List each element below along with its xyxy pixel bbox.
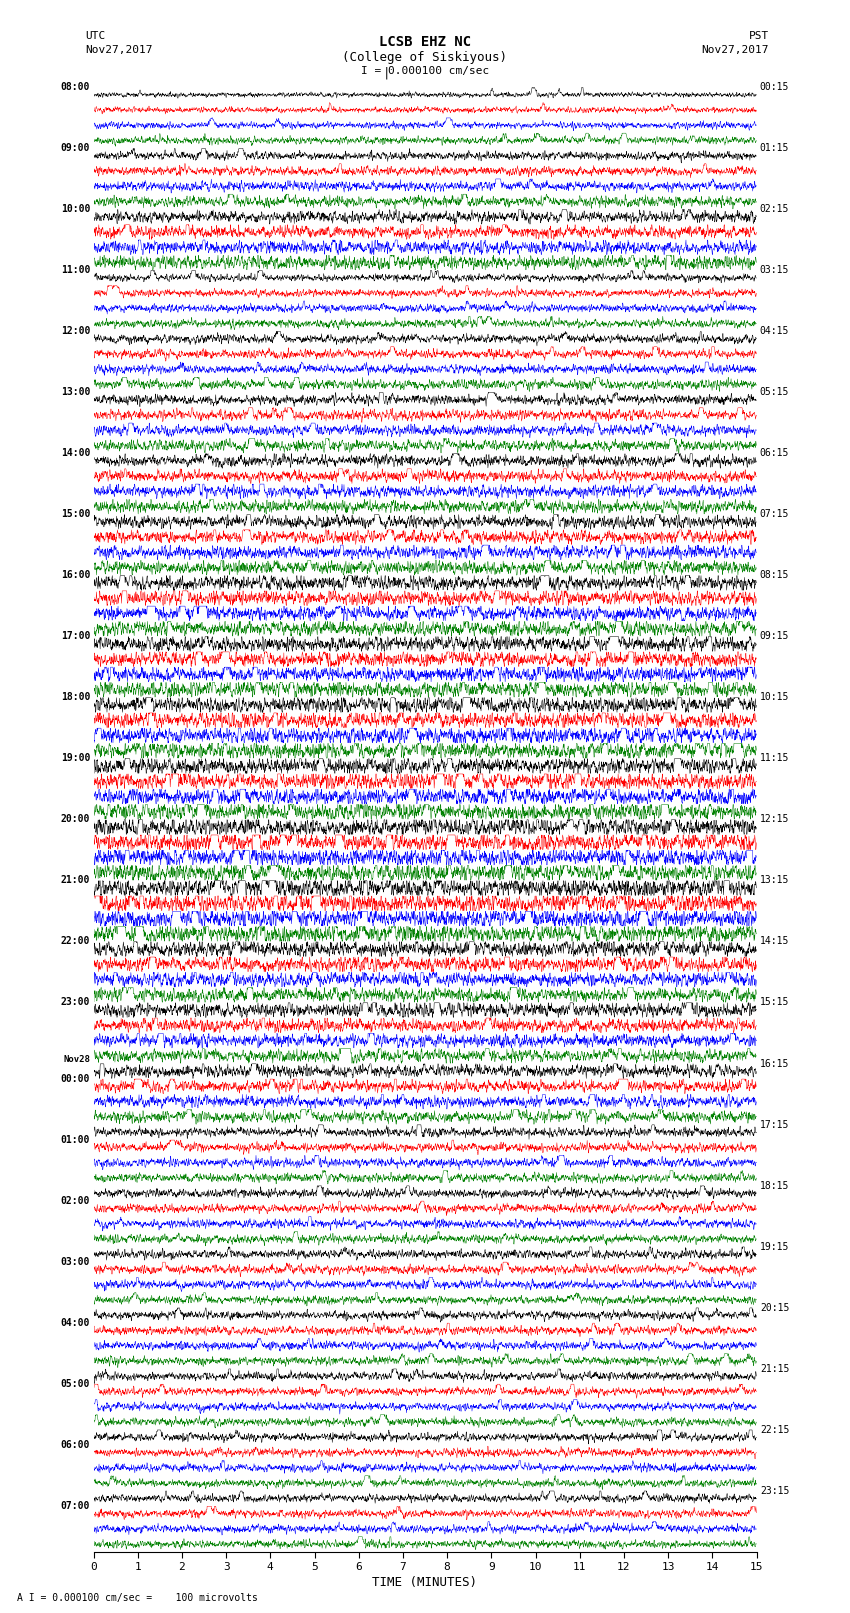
Text: 12:00: 12:00 — [61, 326, 90, 336]
Text: 06:00: 06:00 — [61, 1440, 90, 1450]
Text: 16:15: 16:15 — [760, 1058, 789, 1068]
Text: 22:15: 22:15 — [760, 1424, 789, 1434]
Text: 16:00: 16:00 — [61, 571, 90, 581]
Text: 13:15: 13:15 — [760, 876, 789, 886]
Text: 08:00: 08:00 — [61, 82, 90, 92]
Text: 10:00: 10:00 — [61, 205, 90, 215]
Text: Nov27,2017: Nov27,2017 — [85, 45, 152, 55]
Text: Nov27,2017: Nov27,2017 — [702, 45, 769, 55]
Text: 09:00: 09:00 — [61, 144, 90, 153]
Text: 11:15: 11:15 — [760, 753, 789, 763]
Text: 05:15: 05:15 — [760, 387, 789, 397]
Text: Nov28: Nov28 — [63, 1055, 90, 1063]
Text: (College of Siskiyous): (College of Siskiyous) — [343, 50, 507, 65]
Text: 07:15: 07:15 — [760, 510, 789, 519]
Text: 19:15: 19:15 — [760, 1242, 789, 1252]
Text: 18:00: 18:00 — [61, 692, 90, 702]
Text: 05:00: 05:00 — [61, 1379, 90, 1389]
Text: 13:00: 13:00 — [61, 387, 90, 397]
Text: A I = 0.000100 cm/sec =    100 microvolts: A I = 0.000100 cm/sec = 100 microvolts — [17, 1594, 258, 1603]
Text: 20:15: 20:15 — [760, 1303, 789, 1313]
Text: 23:00: 23:00 — [61, 997, 90, 1008]
Text: 04:15: 04:15 — [760, 326, 789, 336]
Text: 00:15: 00:15 — [760, 82, 789, 92]
X-axis label: TIME (MINUTES): TIME (MINUTES) — [372, 1576, 478, 1589]
Text: 08:15: 08:15 — [760, 571, 789, 581]
Text: 03:15: 03:15 — [760, 265, 789, 276]
Text: 19:00: 19:00 — [61, 753, 90, 763]
Text: 04:00: 04:00 — [61, 1318, 90, 1327]
Text: 03:00: 03:00 — [61, 1257, 90, 1266]
Text: UTC: UTC — [85, 31, 105, 40]
Text: 09:15: 09:15 — [760, 631, 789, 642]
Text: 20:00: 20:00 — [61, 815, 90, 824]
Text: 02:15: 02:15 — [760, 205, 789, 215]
Text: 10:15: 10:15 — [760, 692, 789, 702]
Text: 23:15: 23:15 — [760, 1486, 789, 1495]
Text: 12:15: 12:15 — [760, 815, 789, 824]
Text: 14:15: 14:15 — [760, 937, 789, 947]
Text: 14:00: 14:00 — [61, 448, 90, 458]
Text: 15:15: 15:15 — [760, 997, 789, 1008]
Text: 11:00: 11:00 — [61, 265, 90, 276]
Text: 22:00: 22:00 — [61, 937, 90, 947]
Text: 18:15: 18:15 — [760, 1181, 789, 1190]
Text: LCSB EHZ NC: LCSB EHZ NC — [379, 35, 471, 48]
Text: 01:15: 01:15 — [760, 144, 789, 153]
Text: 06:15: 06:15 — [760, 448, 789, 458]
Text: 17:15: 17:15 — [760, 1119, 789, 1129]
Text: 07:00: 07:00 — [61, 1502, 90, 1511]
Text: 01:00: 01:00 — [61, 1136, 90, 1145]
Text: PST: PST — [749, 31, 769, 40]
Text: 00:00: 00:00 — [61, 1074, 90, 1084]
Text: |: | — [383, 66, 390, 79]
Text: 02:00: 02:00 — [61, 1195, 90, 1207]
Text: 21:00: 21:00 — [61, 876, 90, 886]
Text: 15:00: 15:00 — [61, 510, 90, 519]
Text: I = 0.000100 cm/sec: I = 0.000100 cm/sec — [361, 66, 489, 76]
Text: 21:15: 21:15 — [760, 1363, 789, 1374]
Text: 17:00: 17:00 — [61, 631, 90, 642]
